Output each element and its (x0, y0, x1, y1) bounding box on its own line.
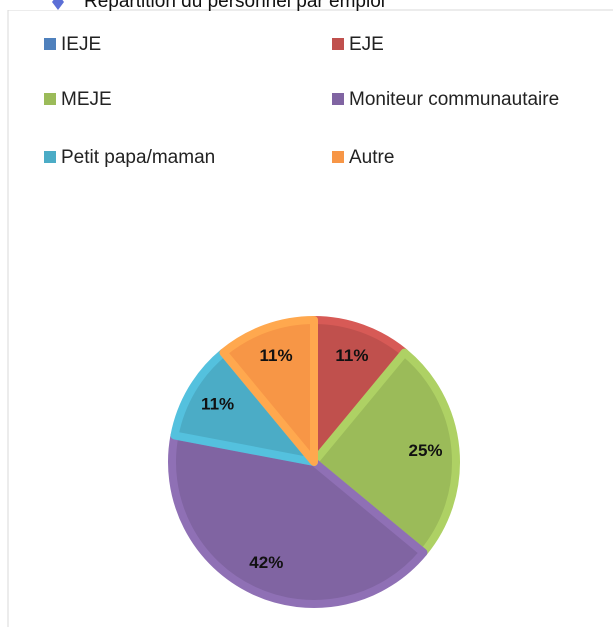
legend-swatch (44, 38, 56, 50)
legend-label: IEJE (61, 34, 101, 55)
legend-swatch (332, 38, 344, 50)
chart-title: Répartition du personnel par emploi (84, 0, 385, 12)
legend-label: Moniteur communautaire (349, 89, 559, 110)
data-label: 42% (249, 553, 283, 572)
pie-slice (219, 316, 318, 466)
pie-slice (310, 348, 460, 557)
data-label: 25% (408, 441, 442, 460)
title-bullet (52, 0, 64, 10)
legend-swatch (44, 151, 56, 163)
legend-swatch (332, 151, 344, 163)
legend-label: Petit papa/maman (61, 147, 215, 168)
legend-label: EJE (349, 34, 384, 55)
pie-slice (168, 431, 428, 608)
data-label: 11% (201, 394, 234, 413)
data-label: 11% (260, 346, 293, 365)
data-label: 11% (335, 346, 368, 365)
legend-label: MEJE (61, 89, 112, 110)
legend-swatch (332, 93, 344, 105)
legend-label: Autre (349, 147, 394, 168)
legend-swatch (44, 93, 56, 105)
